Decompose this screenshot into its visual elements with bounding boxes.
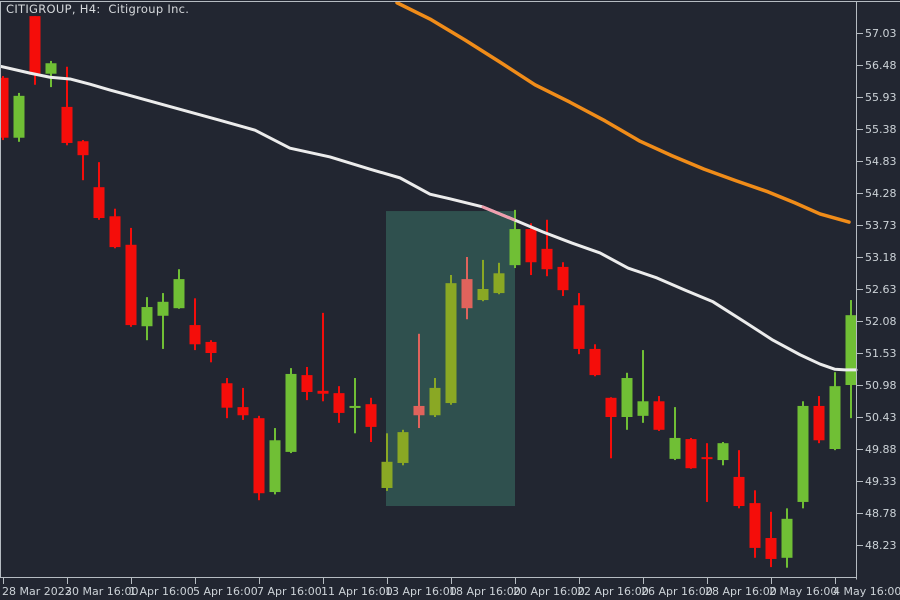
candle-body bbox=[781, 518, 793, 558]
time-axis-label: 4 May 16:00 bbox=[833, 585, 900, 598]
candle-body bbox=[829, 386, 841, 449]
candle-body bbox=[109, 216, 121, 248]
candle-body bbox=[333, 393, 345, 413]
time-axis-label: 20 Apr 16:00 bbox=[513, 585, 585, 598]
candle-body bbox=[189, 325, 201, 345]
candle-body bbox=[653, 401, 665, 430]
candle-body bbox=[45, 63, 57, 74]
price-axis-label: 54.28 bbox=[865, 187, 897, 200]
time-axis-label: 7 Apr 16:00 bbox=[257, 585, 322, 598]
candle-body bbox=[605, 397, 617, 417]
price-axis-label: 57.03 bbox=[865, 27, 897, 40]
candle-body bbox=[525, 229, 537, 263]
price-axis-label: 55.93 bbox=[865, 91, 897, 104]
time-axis-label: 22 Apr 16:00 bbox=[577, 585, 649, 598]
candle-body bbox=[445, 283, 457, 404]
candle-body bbox=[205, 341, 217, 353]
price-axis-label: 48.23 bbox=[865, 539, 897, 552]
white-ma-highlight-segment bbox=[481, 205, 516, 222]
price-axis-label: 56.48 bbox=[865, 59, 897, 72]
time-axis-label: 11 Apr 16:00 bbox=[321, 585, 393, 598]
time-axis-label: 26 Apr 16:00 bbox=[641, 585, 713, 598]
candle-body bbox=[317, 390, 329, 394]
price-axis-label: 55.38 bbox=[865, 123, 897, 136]
candle-body bbox=[749, 503, 761, 548]
candle-body bbox=[29, 16, 41, 75]
candle-body bbox=[557, 266, 569, 291]
candle-body bbox=[0, 77, 9, 138]
candle-body bbox=[685, 439, 697, 469]
time-axis-label: 28 Apr 16:00 bbox=[705, 585, 777, 598]
candle-body bbox=[509, 229, 521, 266]
candle-body bbox=[141, 307, 153, 327]
candle-body bbox=[429, 387, 441, 416]
time-axis-label: 5 Apr 16:00 bbox=[193, 585, 258, 598]
price-axis-label: 48.78 bbox=[865, 507, 897, 520]
candle-body bbox=[461, 279, 473, 309]
price-axis-label: 50.43 bbox=[865, 411, 897, 424]
time-axis-label: 2 May 16:00 bbox=[769, 585, 837, 598]
candle-body bbox=[589, 348, 601, 376]
candle-body bbox=[157, 301, 169, 316]
candle-body bbox=[701, 457, 713, 460]
candle-body bbox=[237, 407, 249, 416]
candle-body bbox=[541, 248, 553, 270]
price-axis-label: 54.83 bbox=[865, 155, 897, 168]
price-axis-label: 51.53 bbox=[865, 347, 897, 360]
price-axis-label: 52.08 bbox=[865, 315, 897, 328]
candle-body bbox=[285, 373, 297, 452]
orange-ma-line bbox=[395, 0, 851, 224]
candle-body bbox=[173, 279, 185, 309]
candle-body bbox=[13, 95, 25, 138]
candle-body bbox=[269, 440, 281, 493]
time-axis-label: 13 Apr 16:00 bbox=[385, 585, 457, 598]
price-axis-label: 50.98 bbox=[865, 379, 897, 392]
time-axis-label: 1 Apr 16:00 bbox=[129, 585, 194, 598]
price-axis-label: 53.73 bbox=[865, 219, 897, 232]
candle-body bbox=[349, 405, 361, 408]
candle-body bbox=[93, 187, 105, 219]
price-axis-label: 52.63 bbox=[865, 283, 897, 296]
candle-body bbox=[61, 106, 73, 143]
candle-body bbox=[413, 405, 425, 416]
candle-body bbox=[477, 288, 489, 301]
candle-body bbox=[669, 437, 681, 459]
candle-body bbox=[253, 418, 265, 494]
candle-body bbox=[797, 405, 809, 502]
candle-body bbox=[733, 476, 745, 507]
time-axis-label: 30 Mar 16:00 bbox=[65, 585, 138, 598]
price-axis-label: 49.33 bbox=[865, 475, 897, 488]
candle-body bbox=[765, 538, 777, 559]
candle-body bbox=[621, 378, 633, 417]
candle-body bbox=[77, 141, 89, 156]
candle-body bbox=[397, 432, 409, 463]
time-axis-label: 18 Apr 16:00 bbox=[449, 585, 521, 598]
candle-body bbox=[381, 461, 393, 488]
candle-body bbox=[125, 244, 137, 326]
candle-body bbox=[365, 404, 377, 427]
candle-body bbox=[221, 383, 233, 408]
candle-body bbox=[637, 401, 649, 416]
candle-body bbox=[573, 305, 585, 349]
time-axis-label: 28 Mar 2022 bbox=[2, 585, 72, 598]
candle-body bbox=[845, 315, 857, 385]
candle-body bbox=[493, 273, 505, 294]
candle-body bbox=[717, 443, 729, 461]
candle-body bbox=[301, 375, 313, 392]
candle-body bbox=[813, 405, 825, 441]
price-axis-label: 49.88 bbox=[865, 443, 897, 456]
price-axis-label: 53.18 bbox=[865, 251, 897, 264]
